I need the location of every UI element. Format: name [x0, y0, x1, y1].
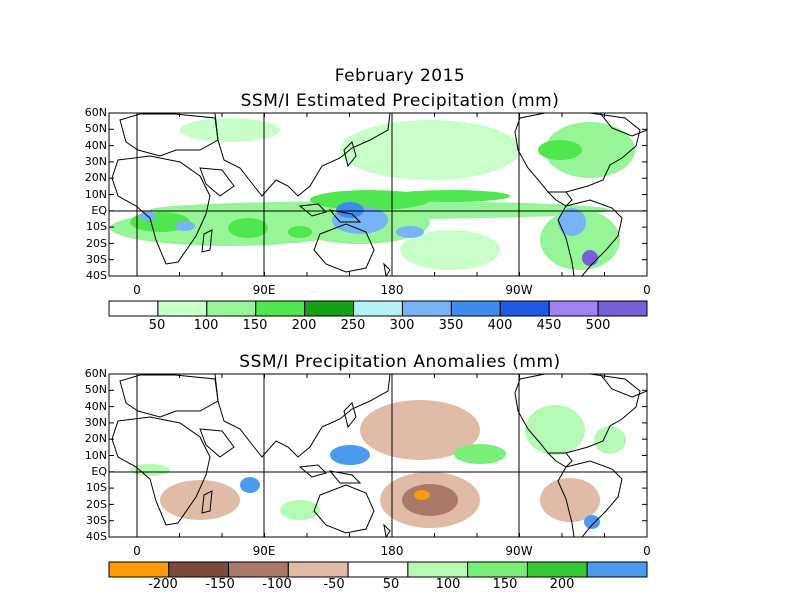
- lat-label: 50N: [84, 383, 107, 396]
- lat-label: 40N: [84, 400, 107, 413]
- lat-label: 60N: [84, 367, 107, 380]
- lat-label: 10S: [86, 481, 107, 494]
- colorbar-swatch: [304, 300, 355, 317]
- panel1-title: SSM/I Estimated Precipitation (mm): [240, 91, 560, 111]
- anomaly-colorbar: [108, 561, 648, 578]
- colorbar-label: 200: [549, 577, 575, 592]
- lat-label: 10N: [84, 188, 107, 201]
- colorbar-label: -200: [148, 577, 178, 592]
- lon-label: 180: [380, 544, 404, 558]
- lon-label: 0: [643, 544, 651, 558]
- colorbar-label: 350: [438, 318, 464, 333]
- colorbar-swatch: [548, 300, 599, 317]
- colorbar-swatch: [499, 300, 550, 317]
- colorbar-swatch: [407, 561, 469, 578]
- lat-label: 30S: [86, 253, 107, 266]
- colorbar-label: 100: [193, 318, 219, 333]
- lon-label: 180: [380, 283, 404, 297]
- lat-label: 60N: [84, 106, 107, 119]
- colorbar-swatch: [450, 300, 501, 317]
- lon-label: 0: [643, 283, 651, 297]
- colorbar-swatch: [597, 300, 648, 317]
- colorbar-label: -50: [323, 577, 345, 592]
- colorbar-swatch: [108, 300, 159, 317]
- lat-label: 40S: [86, 530, 107, 543]
- colorbar-label: 500: [585, 318, 611, 333]
- colorbar-swatch: [168, 561, 230, 578]
- lat-label: 30N: [84, 416, 107, 429]
- lat-label: EQ: [91, 465, 107, 478]
- colorbar-label: 400: [487, 318, 513, 333]
- lat-label: 10N: [84, 449, 107, 462]
- colorbar-label: -100: [262, 577, 292, 592]
- colorbar-swatch: [206, 300, 257, 317]
- map-title: February 2015: [334, 66, 466, 86]
- precip-colorbar: [108, 300, 648, 317]
- colorbar-swatch: [467, 561, 528, 578]
- colorbar-swatch: [353, 300, 403, 317]
- colorbar-label: 300: [389, 318, 415, 333]
- colorbar-label: 200: [291, 318, 317, 333]
- lat-label: 50N: [84, 122, 107, 135]
- colorbar-swatch: [108, 561, 170, 578]
- lat-label: 20N: [84, 432, 107, 445]
- colorbar-label: 450: [536, 318, 562, 333]
- lat-label: 20S: [86, 498, 107, 511]
- lat-label: 40S: [86, 269, 107, 282]
- colorbar-swatch: [586, 561, 648, 578]
- lon-label: 90W: [505, 544, 533, 558]
- lat-label: 20N: [84, 171, 107, 184]
- colorbar-label: 150: [492, 577, 518, 592]
- lat-label: 30N: [84, 155, 107, 168]
- colorbar-swatch: [526, 561, 588, 578]
- colorbar-swatch: [157, 300, 208, 317]
- colorbar-swatch: [401, 300, 452, 317]
- colorbar-label: -150: [205, 577, 235, 592]
- panel2-title: SSM/I Precipitation Anomalies (mm): [239, 352, 561, 372]
- lat-label: 30S: [86, 514, 107, 527]
- lon-label: 0: [133, 283, 141, 297]
- colorbar-label: 100: [435, 577, 461, 592]
- colorbar-swatch: [287, 561, 349, 578]
- lat-label: 10S: [86, 220, 107, 233]
- colorbar-label: 150: [242, 318, 268, 333]
- colorbar-swatch: [347, 561, 409, 578]
- colorbar-swatch: [228, 561, 289, 578]
- colorbar-label: 50: [148, 318, 166, 333]
- colorbar-swatch: [255, 300, 306, 317]
- colorbar-label: 250: [340, 318, 366, 333]
- lat-label: 40N: [84, 139, 107, 152]
- lat-label: 20S: [86, 237, 107, 250]
- lon-label: 90E: [252, 283, 276, 297]
- lon-label: 0: [133, 544, 141, 558]
- lon-label: 90E: [252, 544, 276, 558]
- colorbar-label: 50: [382, 577, 400, 592]
- lon-label: 90W: [505, 283, 533, 297]
- lat-label: EQ: [91, 204, 107, 217]
